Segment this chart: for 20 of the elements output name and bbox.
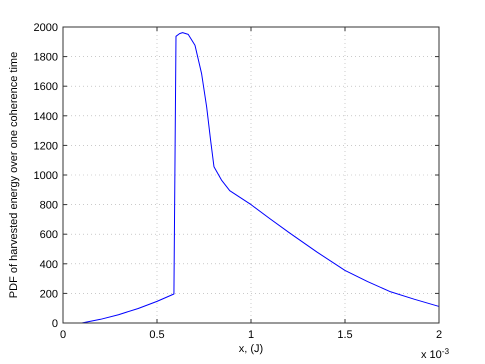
y-tick-label: 200	[40, 288, 58, 300]
y-tick-label: 1200	[34, 140, 58, 152]
y-tick-label: 2000	[34, 22, 58, 34]
y-tick-label: 600	[40, 229, 58, 242]
x-tick-label: 2	[436, 329, 442, 341]
x-tick-label: 0	[60, 329, 66, 341]
x-tick-label: 1	[248, 329, 254, 341]
y-tick-label: 1400	[34, 110, 58, 123]
y-tick-label: 800	[40, 200, 58, 212]
y-tick-label: 0	[52, 318, 58, 330]
x-tick-label: 0.5	[149, 329, 165, 341]
y-tick-label: 1000	[34, 170, 58, 182]
x-axis-title: x, (J)	[238, 343, 264, 355]
y-tick-label: 1600	[34, 81, 58, 94]
line-series	[81, 32, 440, 324]
y-tick-label: 400	[40, 258, 58, 271]
text: x 10$^{-3}$	[421, 346, 450, 361]
x-tick-label: 1.5	[337, 329, 353, 341]
y-tick-label: 1800	[34, 52, 58, 64]
y-axis-title: PDF of harvested energy over one coherence time	[8, 52, 20, 298]
